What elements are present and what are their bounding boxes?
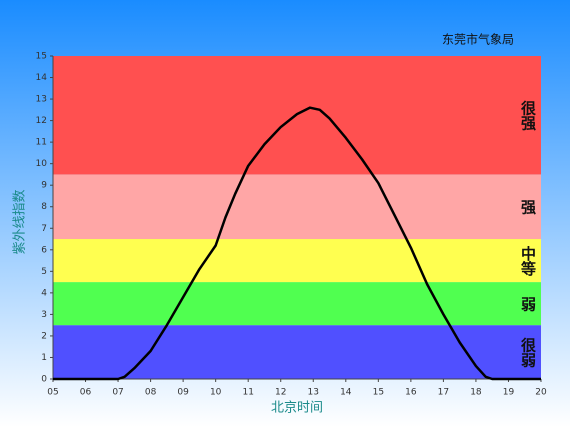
band-label: 很强 xyxy=(519,99,537,131)
x-tick-label: 06 xyxy=(80,388,92,398)
uv-band xyxy=(53,325,541,379)
y-tick-label: 4 xyxy=(41,288,47,298)
y-tick-label: 7 xyxy=(41,224,47,234)
y-tick-label: 14 xyxy=(36,73,48,83)
y-tick-label: 12 xyxy=(36,116,47,126)
y-tick-label: 10 xyxy=(36,159,48,169)
x-tick-label: 10 xyxy=(210,388,222,398)
x-tick-label: 15 xyxy=(373,388,384,398)
y-tick-label: 8 xyxy=(41,202,47,212)
source: 东莞市气象局 xyxy=(442,32,514,47)
y-tick-label: 13 xyxy=(36,95,47,105)
band-label: 很弱 xyxy=(519,336,537,368)
x-tick-label: 16 xyxy=(405,388,417,398)
uv-band xyxy=(53,174,541,240)
y-tick-label: 3 xyxy=(41,310,47,320)
band-label: 中等 xyxy=(519,245,537,277)
x-axis-title: 北京时间 xyxy=(271,401,323,416)
y-axis-title: 紫外线指数 xyxy=(13,189,28,254)
x-tick-label: 11 xyxy=(242,388,253,398)
x-tick-label: 07 xyxy=(112,388,123,398)
y-tick-label: 15 xyxy=(36,52,47,62)
y-tick-label: 1 xyxy=(41,353,47,363)
x-tick-label: 05 xyxy=(47,388,58,398)
x-tick-label: 20 xyxy=(535,388,547,398)
uv-band xyxy=(53,282,541,326)
y-tick-label: 11 xyxy=(36,138,47,148)
y-tick-label: 5 xyxy=(41,267,47,277)
y-tick-label: 6 xyxy=(41,245,47,255)
uv-band xyxy=(53,239,541,283)
y-tick-label: 2 xyxy=(41,331,47,341)
x-tick-label: 08 xyxy=(145,388,157,398)
x-tick-label: 09 xyxy=(177,388,189,398)
x-tick-label: 14 xyxy=(340,388,352,398)
y-tick-label: 9 xyxy=(41,181,47,191)
band-label: 弱 xyxy=(519,296,537,312)
uv-line xyxy=(53,106,541,381)
x-tick-label: 19 xyxy=(503,388,515,398)
band-label: 强 xyxy=(519,199,537,215)
x-tick-label: 12 xyxy=(275,388,286,398)
x-tick-label: 18 xyxy=(470,388,482,398)
y-tick-label: 0 xyxy=(41,375,47,385)
x-tick-label: 13 xyxy=(308,388,319,398)
x-tick-label: 17 xyxy=(438,388,449,398)
